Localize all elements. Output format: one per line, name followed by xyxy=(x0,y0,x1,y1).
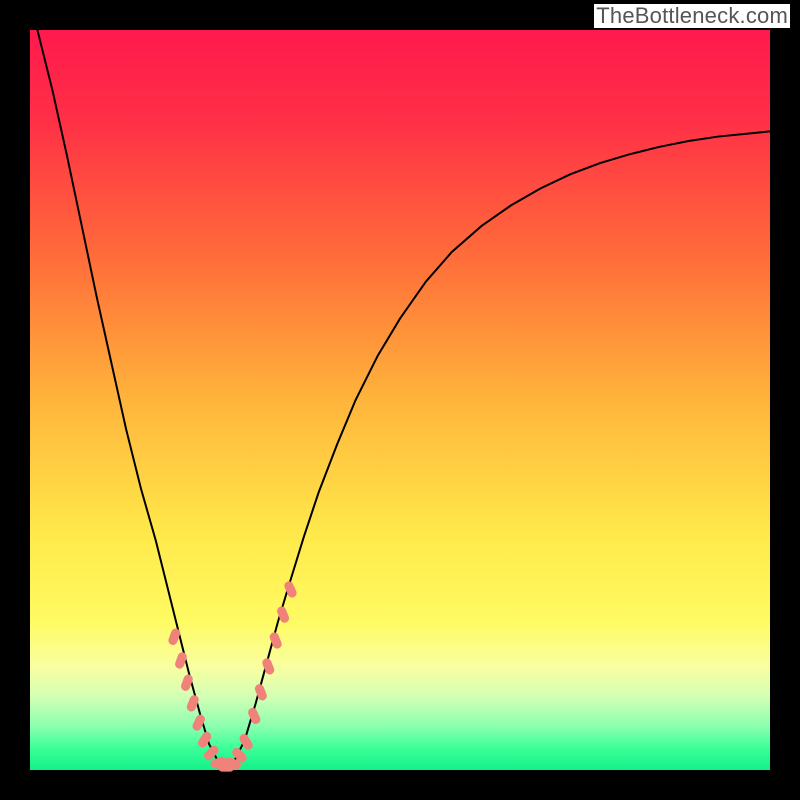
watermark-label: TheBottleneck.com xyxy=(594,4,790,28)
bottleneck-chart xyxy=(0,0,800,800)
chart-container: TheBottleneck.com xyxy=(0,0,800,800)
chart-background xyxy=(30,30,770,770)
